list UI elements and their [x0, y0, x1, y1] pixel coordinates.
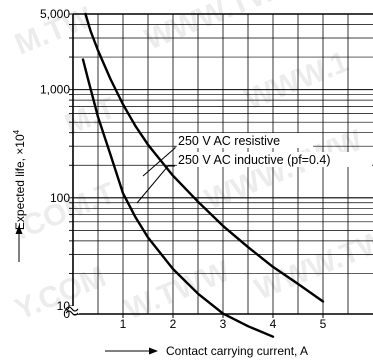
x-tick-label: 3 [220, 317, 227, 331]
resistive-leader-line [142, 146, 176, 177]
axis-break-squiggle-bottom [65, 310, 79, 316]
y-axis-label-main: Expected life, ×10 [13, 134, 27, 230]
y-axis-label-exp: 4 [12, 129, 21, 134]
x-tick-label: 2 [170, 317, 177, 331]
watermark-text: WWW.TWW [140, 0, 307, 56]
x-tick-label: 5 [320, 317, 327, 331]
x-axis-label: Contact carrying current, A [166, 344, 308, 358]
inductive-label-bg [177, 152, 372, 167]
y-tick-label: 1,000 [40, 83, 70, 97]
watermark-text: WWW.1 [240, 45, 353, 116]
y-axis-arrow-head [15, 225, 23, 234]
annotations: 250 V AC resistive 250 V AC inductive (p… [136, 133, 372, 204]
y-axis-title: Expected life, ×104 [12, 129, 27, 262]
watermark-text: Y.COM [10, 260, 110, 326]
x-tick-label: 4 [270, 317, 277, 331]
tick-labels: 5,000 1,000 100 100 1 2 3 4 5 [40, 7, 327, 331]
y-axis-label: Expected life, ×104 [12, 129, 27, 230]
x-tick-label: 1 [120, 317, 127, 331]
watermark-text: M.T [60, 92, 120, 142]
watermark-text: W.TWW [120, 254, 235, 326]
y-tick-label: 10 [57, 299, 71, 313]
axis-break-squiggle-top [65, 306, 79, 312]
axes [65, 13, 373, 318]
grid [69, 13, 373, 307]
resistive-label-bg [177, 133, 313, 148]
x-axis-arrow-head [149, 347, 158, 355]
y-tick-label: 5,000 [40, 7, 70, 21]
axis-break-gap [65, 306, 79, 314]
y-tick-label: 100 [50, 191, 70, 205]
series-line-inductive [81, 58, 275, 338]
x-axis-title: Contact carrying current, A [105, 344, 308, 358]
series-label-inductive: 250 V AC inductive (pf=0.4) [178, 153, 331, 167]
series-label-resistive: 250 V AC resistive [178, 134, 280, 148]
y-tick-label-zero: 0 [63, 307, 70, 321]
inductive-leader-line [136, 165, 175, 204]
